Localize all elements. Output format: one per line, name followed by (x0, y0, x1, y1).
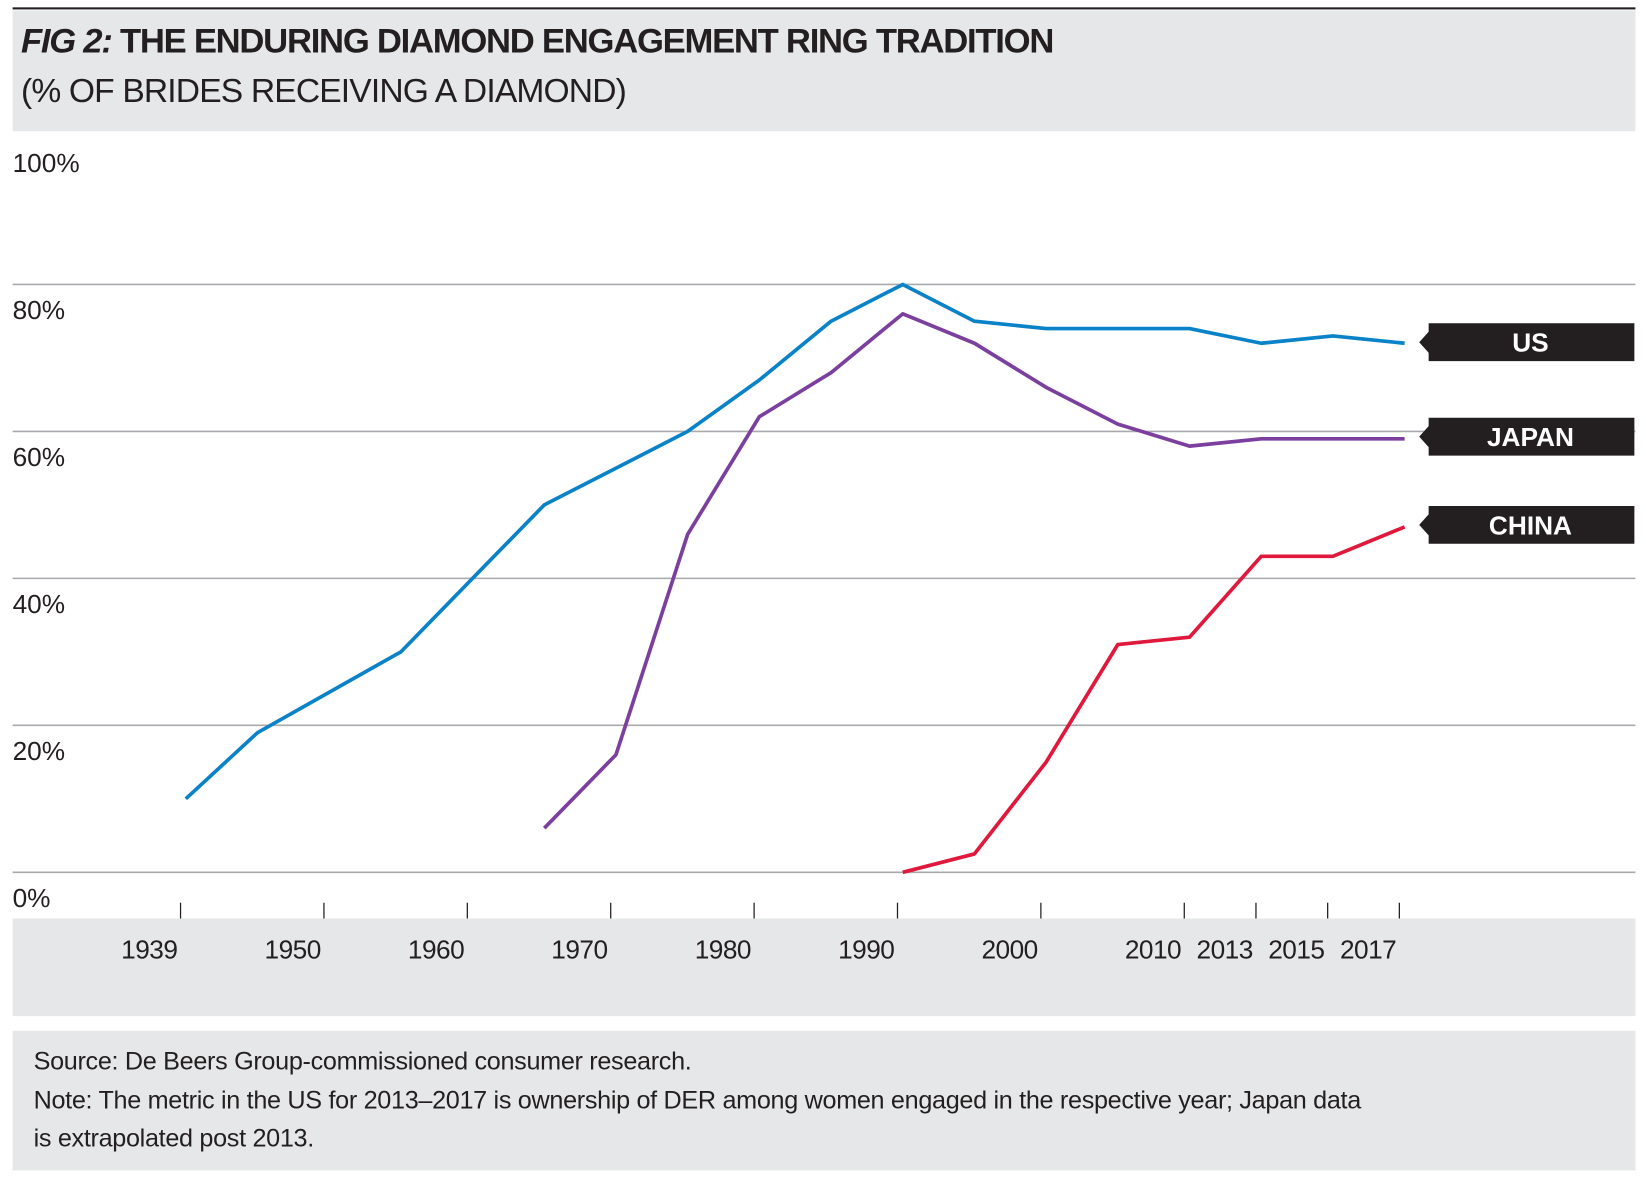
x-tick-label: 1960 (408, 934, 464, 964)
series-label-us: US (1512, 328, 1548, 358)
y-tick-label: 80% (13, 295, 66, 325)
x-tick-label: 2017 (1340, 934, 1396, 964)
y-tick-label: 100% (13, 148, 80, 178)
series-line-japan (544, 314, 1404, 828)
x-tick-label: 1980 (695, 934, 751, 964)
x-tick-label: 2013 (1197, 934, 1253, 964)
series-label-japan: JAPAN (1487, 422, 1574, 452)
y-tick-label: 40% (13, 589, 66, 619)
series-line-us (186, 284, 1405, 798)
x-tick-label: 1970 (551, 934, 607, 964)
y-tick-label: 0% (13, 883, 51, 913)
y-tick-label: 20% (13, 736, 66, 766)
x-tick-label: 2000 (981, 934, 1037, 964)
series-label-china: CHINA (1489, 510, 1572, 540)
x-tick-label: 2010 (1125, 934, 1181, 964)
x-tick-label: 1990 (838, 934, 894, 964)
x-tick-label: 1950 (265, 934, 321, 964)
y-tick-label: 60% (13, 442, 66, 472)
x-tick-label: 2015 (1268, 934, 1324, 964)
x-tick-label: 1939 (121, 934, 177, 964)
